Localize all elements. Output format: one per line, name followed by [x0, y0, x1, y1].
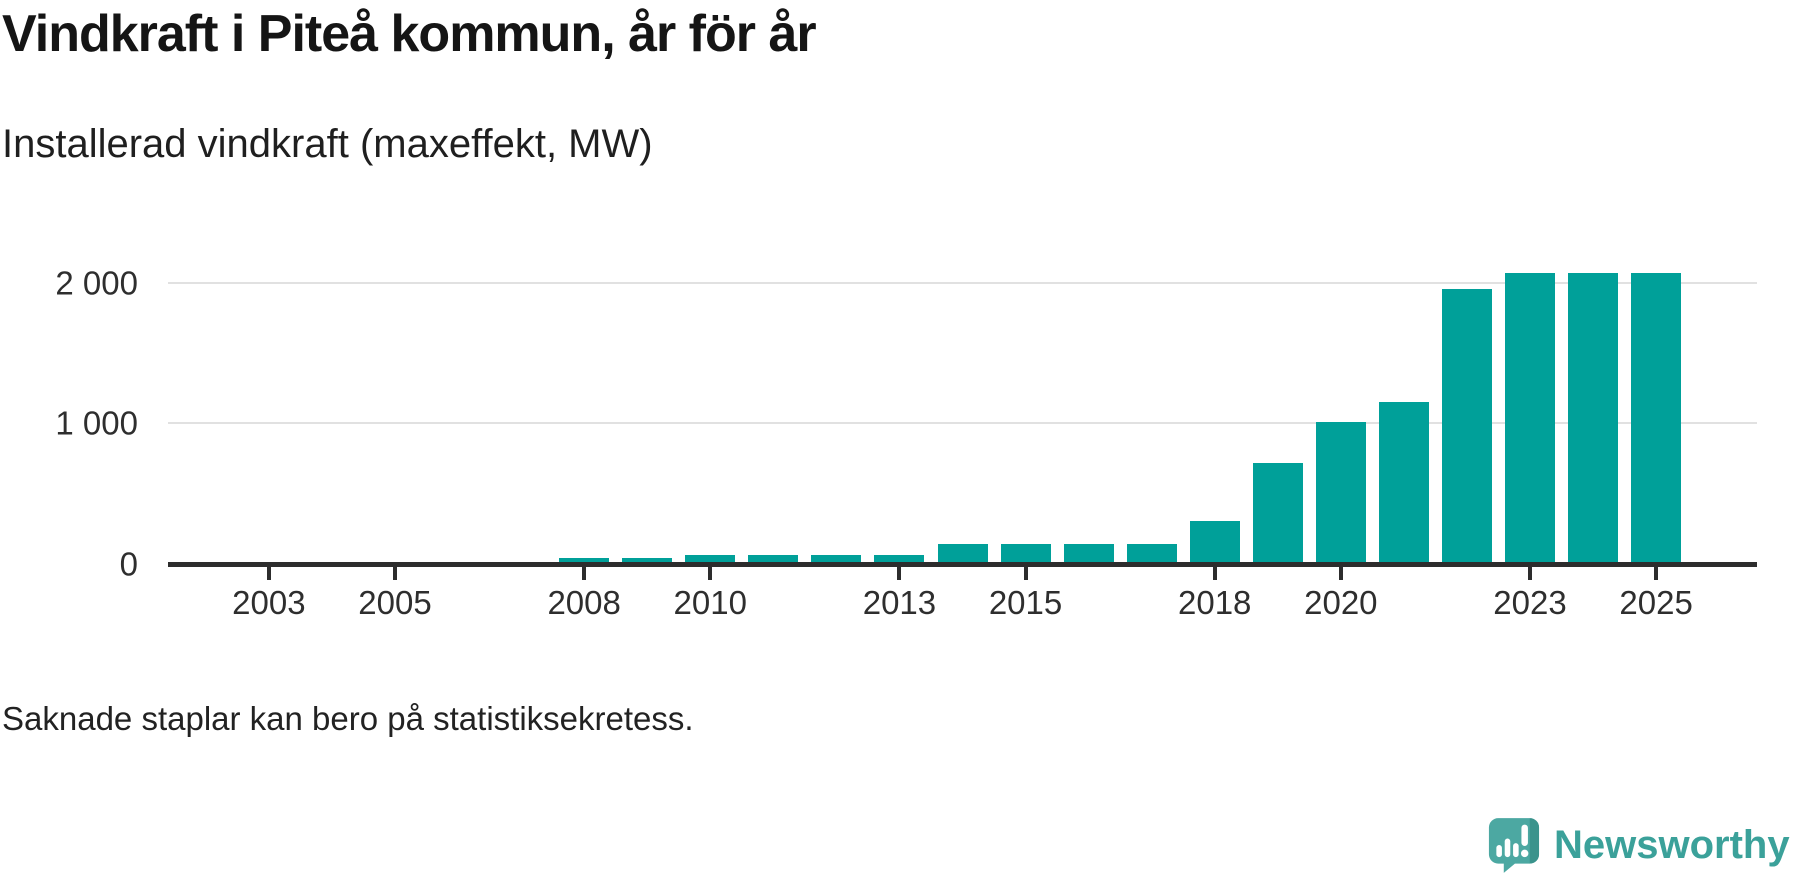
y-tick-label-2000: 2 000 [55, 264, 138, 302]
bar-2011 [748, 554, 799, 564]
newsworthy-wordmark: Newsworthy [1554, 823, 1790, 867]
chart-title: Vindkraft i Piteå kommun, år för år [2, 5, 817, 63]
bar-2022 [1441, 289, 1492, 564]
x-tick-2008 [582, 567, 587, 580]
x-tick-label-2008: 2008 [547, 584, 621, 621]
x-tick-2015 [1023, 567, 1028, 580]
x-tick-2018 [1212, 567, 1217, 580]
logo-bar-glyphs [1496, 824, 1529, 858]
bar-2024 [1568, 272, 1619, 564]
bar-2018 [1189, 521, 1240, 564]
plot-area: 2003 2005 2008 2010 2013 2015 2018 2020 2023 2025 [168, 238, 1757, 621]
bar-2008 [559, 557, 610, 564]
x-axis-line [168, 562, 1757, 567]
logo-bubble-shade [1529, 818, 1540, 864]
x-tick-label-2015: 2015 [988, 584, 1063, 621]
x-tick-2023 [1528, 567, 1532, 580]
x-tick-label-2023: 2023 [1493, 584, 1567, 621]
gridline-2000 [168, 281, 1757, 284]
footnote: Saknade staplar kan bero på statistiksek… [2, 700, 694, 737]
bar-2019 [1252, 462, 1303, 564]
x-tick-2003 [266, 567, 271, 580]
y-tick-label-0: 0 [119, 545, 138, 583]
x-tick-label-2018: 2018 [1178, 584, 1252, 621]
x-tick-label-2025: 2025 [1619, 584, 1693, 621]
x-tick-2005 [393, 567, 397, 580]
newsworthy-logo: Newsworthy [1488, 817, 1790, 874]
bar-2023 [1505, 272, 1555, 564]
bar-2013 [874, 554, 925, 564]
x-tick-2010 [708, 567, 713, 580]
bar-2020 [1315, 421, 1366, 564]
x-tick-label-2003: 2003 [232, 584, 306, 621]
bar-2017 [1126, 543, 1177, 564]
bar-2014 [937, 543, 988, 564]
gridline-1000 [168, 422, 1757, 425]
x-tick-2020 [1338, 567, 1343, 580]
newsworthy-speech-bubble-bar-chart-icon [1488, 818, 1540, 873]
bar-2021 [1378, 402, 1429, 564]
x-tick-label-2013: 2013 [862, 584, 937, 621]
bar-2025 [1631, 272, 1682, 564]
x-tick-label-2005: 2005 [358, 584, 432, 621]
bar-2012 [811, 554, 862, 564]
chart-subtitle: Installerad vindkraft (maxeffekt, MW) [2, 122, 653, 166]
x-tick-2013 [897, 567, 902, 580]
x-tick-2025 [1654, 567, 1659, 580]
bar-2010 [685, 554, 736, 564]
x-tick-label-2010: 2010 [673, 584, 747, 621]
x-tick-label-2020: 2020 [1304, 584, 1378, 621]
bar-2009 [622, 557, 673, 564]
bar-2015 [1000, 543, 1051, 564]
y-tick-label-1000: 1 000 [55, 404, 138, 442]
bar-2016 [1063, 543, 1114, 564]
